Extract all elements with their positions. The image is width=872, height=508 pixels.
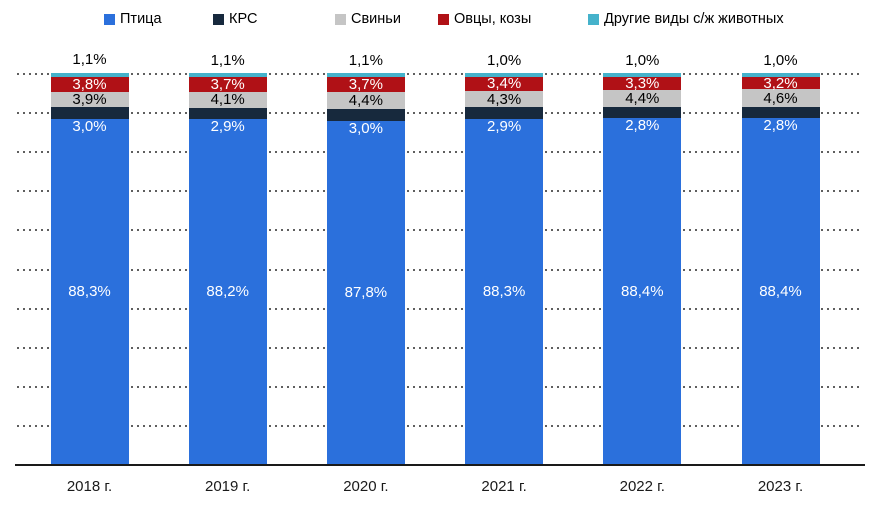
value-label: 4,4%	[625, 90, 660, 108]
value-label: 1,0%	[763, 51, 798, 69]
value-label: 1,1%	[348, 51, 383, 69]
value-label: 2,9%	[210, 118, 245, 136]
gridline-60-percent	[17, 229, 862, 232]
value-label: 3,9%	[72, 90, 107, 108]
legend-swatch-icon	[438, 13, 449, 25]
bar-segment	[326, 73, 405, 78]
bar-segment	[465, 107, 544, 119]
x-axis-label: 2022 г.	[619, 478, 665, 495]
value-label: 3,4%	[486, 75, 522, 93]
x-axis-label: 2019 г.	[205, 478, 251, 495]
bar-segment	[50, 76, 129, 92]
bar-segment	[326, 91, 405, 109]
bar-segment	[603, 73, 682, 78]
x-axis-label: 2021 г.	[481, 478, 527, 495]
value-label: 3,0%	[72, 117, 107, 135]
gridline-30-percent	[17, 346, 862, 349]
bar-segment	[188, 119, 267, 464]
gridline-70-percent	[17, 190, 862, 193]
value-label: 3,7%	[210, 76, 245, 94]
bar-segment	[465, 90, 544, 108]
bar-segment	[50, 118, 129, 464]
bar-segment	[465, 73, 544, 78]
bar-segment	[465, 118, 544, 464]
value-label: 4,4%	[348, 91, 383, 109]
bar-segment	[603, 118, 682, 464]
value-label: 88,3%	[68, 282, 111, 300]
value-label: 1,0%	[625, 51, 660, 69]
gridline-10-percent	[17, 424, 862, 427]
value-label: 4,6%	[763, 89, 798, 107]
value-label: 3,3%	[625, 75, 660, 93]
bar-segment	[188, 107, 267, 120]
value-label: 2,8%	[763, 117, 798, 135]
bar-segment	[741, 76, 820, 90]
bar-segment	[188, 91, 267, 108]
gridline-50-percent	[17, 268, 862, 271]
bar-segment	[326, 77, 405, 92]
bar-segment	[603, 77, 682, 91]
bar-2021: 88,3% 2,9% 4,3% 3,4% 1,0%	[465, 49, 544, 464]
x-axis-label: 2018 г.	[66, 478, 113, 495]
bar-segment	[741, 107, 820, 119]
bar-segment	[603, 90, 682, 108]
value-label: 3,0%	[348, 119, 383, 137]
bar-2020: 87,8% 3,0% 4,4% 3,7% 1,1%	[326, 49, 405, 464]
value-label: 1,0%	[486, 51, 522, 69]
bar-segment	[741, 89, 820, 108]
value-label: 3,2%	[763, 74, 798, 92]
bar-2019: 88,2% 2,9% 4,1% 3,7% 1,1%	[188, 49, 267, 464]
x-axis-label: 2020 г.	[343, 478, 389, 495]
value-label: 87,8%	[344, 283, 388, 301]
bar-segment	[326, 108, 405, 121]
bar-2022: 88,4% 2,8% 4,4% 3,3% 1,0%	[603, 49, 682, 464]
gridline-100-percent	[17, 73, 862, 75]
value-label: 2,9%	[486, 117, 522, 135]
bar-segment	[50, 72, 129, 77]
legend-swatch-icon	[588, 13, 599, 25]
legend-label: Птица	[120, 11, 162, 27]
value-label: 1,1%	[210, 51, 245, 69]
x-axis-label: 2023 г.	[757, 478, 804, 495]
value-label: 2,8%	[625, 117, 660, 135]
value-label: 88,2%	[206, 283, 249, 301]
legend-swatch-icon	[335, 13, 346, 25]
value-label: 4,3%	[486, 90, 522, 108]
legend-label: Свиньи	[351, 11, 401, 27]
gridline-40-percent	[17, 307, 862, 310]
legend-item-1: Птица	[104, 10, 162, 28]
bar-segment	[50, 91, 129, 108]
legend-swatch-icon	[104, 13, 115, 25]
legend-item-5: Другие виды с/ж животных	[588, 10, 784, 28]
gridline-90-percent	[17, 112, 862, 115]
bar-segment	[741, 118, 820, 464]
x-axis-line	[15, 464, 865, 466]
value-label: 3,8%	[72, 75, 107, 93]
value-label: 4,1%	[210, 91, 245, 109]
legend-item-2: КРС	[213, 10, 257, 28]
legend-item-4: Овцы, козы	[438, 10, 531, 28]
value-label: 88,4%	[759, 282, 802, 300]
legend-label: КРС	[229, 11, 258, 27]
bar-segment	[50, 107, 129, 119]
bar-segment	[741, 73, 820, 77]
value-label: 88,4%	[621, 282, 664, 300]
value-label: 88,3%	[482, 282, 526, 300]
legend-label: Другие виды с/ж животных	[604, 11, 784, 27]
gridline-80-percent	[17, 151, 862, 154]
legend-label: Овцы, козы	[454, 11, 532, 27]
legend-swatch-icon	[213, 13, 224, 25]
bar-segment	[603, 107, 682, 119]
bar-segment	[326, 120, 405, 464]
bar-segment	[465, 77, 544, 91]
legend-item-3: Свиньи	[335, 10, 401, 28]
bar-2023: 88,4% 2,8% 4,6% 3,2% 1,0%	[741, 49, 820, 464]
bar-2018: 88,3% 3,0% 3,9% 3,8% 1,1%	[50, 49, 129, 464]
value-label: 3,7%	[348, 76, 383, 94]
bar-segment	[188, 73, 267, 78]
bar-segment	[188, 77, 267, 92]
gridline-20-percent	[17, 385, 862, 388]
value-label: 1,1%	[72, 51, 107, 69]
